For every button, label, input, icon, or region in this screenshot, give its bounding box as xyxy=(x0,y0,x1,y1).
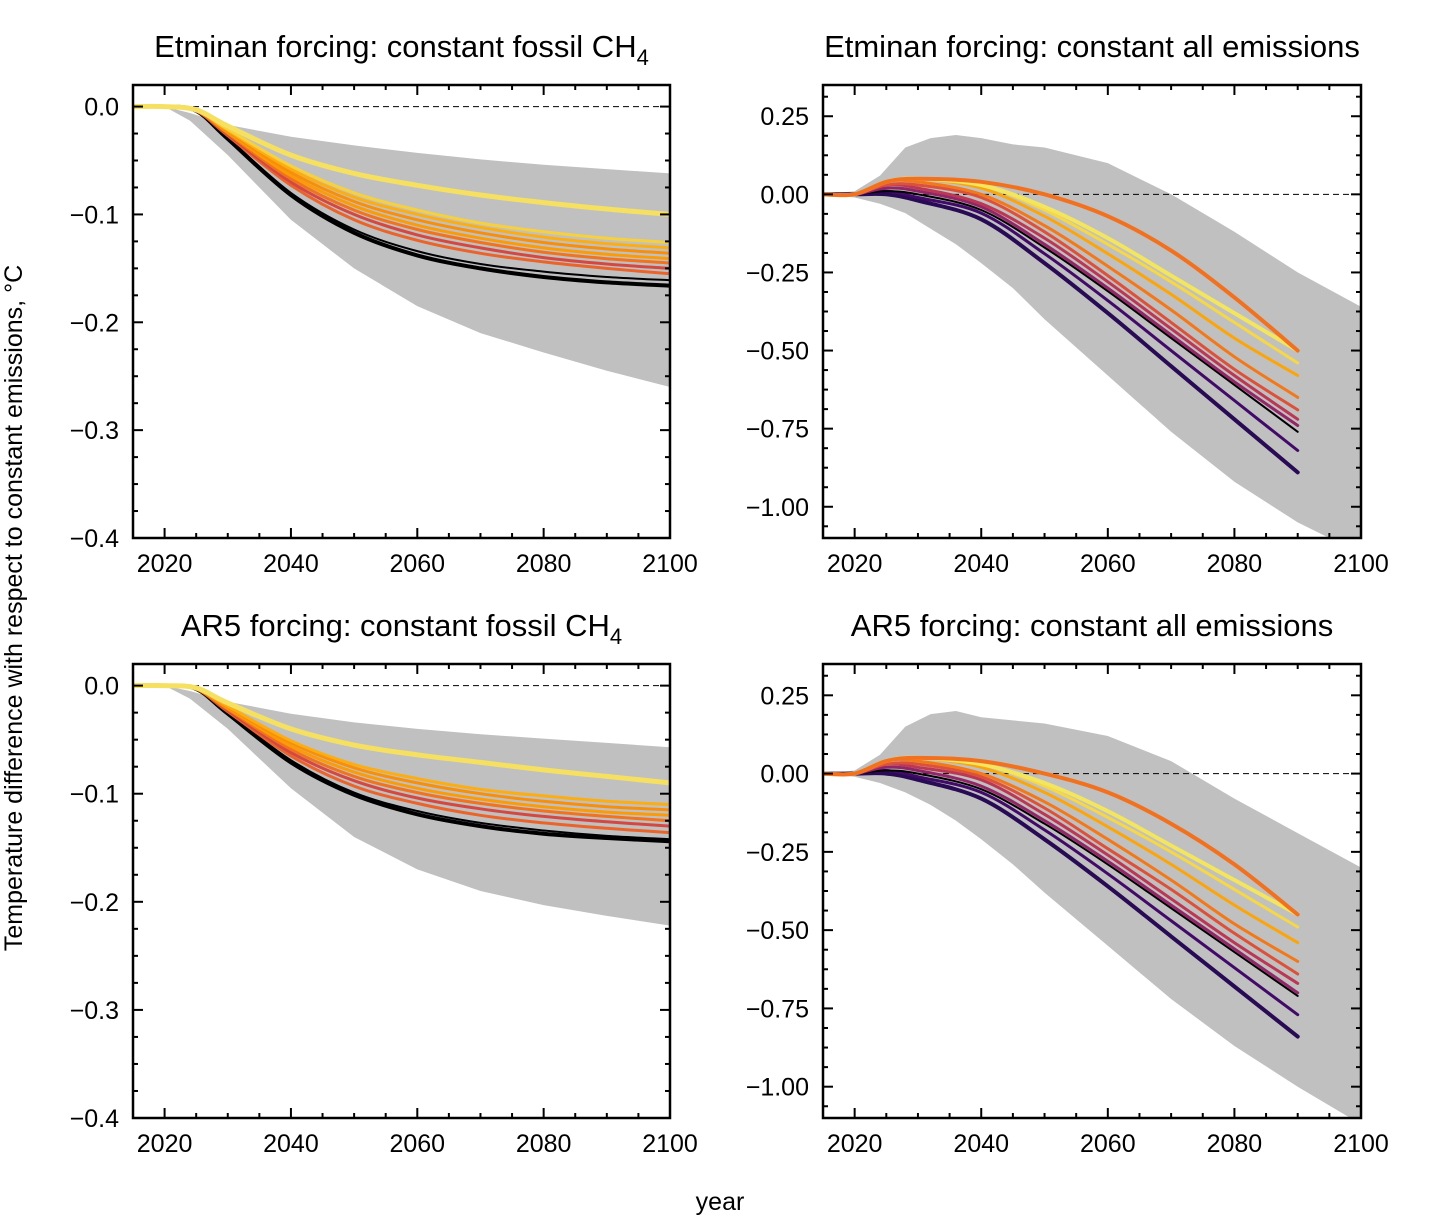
y-axis-label: Temperature difference with respect to c… xyxy=(0,265,28,951)
x-tick-label: 2040 xyxy=(263,1130,319,1158)
x-tick-label: 2100 xyxy=(642,550,698,578)
y-tick-label: −0.1 xyxy=(70,201,119,229)
x-tick-label: 2100 xyxy=(1333,550,1389,578)
y-tick-label: −0.75 xyxy=(746,995,809,1023)
chart-title: Etminan forcing: constant fossil CH4 xyxy=(154,29,649,70)
y-tick-label: 0.25 xyxy=(760,682,809,710)
x-tick-label: 2020 xyxy=(137,1130,193,1158)
series-line-11 xyxy=(823,176,1300,353)
series-line-9 xyxy=(133,682,670,786)
x-tick-label: 2020 xyxy=(137,550,193,578)
plot-area xyxy=(133,103,670,387)
x-tick-label: 2040 xyxy=(953,550,1009,578)
y-tick-label: −0.50 xyxy=(746,917,809,945)
y-tick-label: −1.00 xyxy=(746,1074,809,1102)
x-tick-label: 2080 xyxy=(516,550,572,578)
chart-title: AR5 forcing: constant all emissions xyxy=(851,608,1333,643)
plot-area xyxy=(823,135,1361,538)
x-tick-label: 2080 xyxy=(516,1130,572,1158)
plot-area xyxy=(823,711,1361,1118)
uncertainty-band xyxy=(823,711,1361,1118)
y-tick-label: 0.25 xyxy=(760,103,809,131)
y-tick-label: −0.4 xyxy=(70,1105,119,1133)
y-tick-label: −0.3 xyxy=(70,997,119,1025)
series-line-1 xyxy=(823,771,1300,1039)
x-tick-label: 2060 xyxy=(389,1130,445,1158)
x-tick-label: 2040 xyxy=(263,550,319,578)
plot-area xyxy=(133,682,670,926)
x-axis-label: year xyxy=(696,1188,745,1216)
y-tick-label: 0.00 xyxy=(760,181,809,209)
series-line-3 xyxy=(823,190,1299,433)
x-tick-label: 2080 xyxy=(1207,550,1263,578)
series-line-4 xyxy=(823,765,1300,995)
y-tick-label: −0.50 xyxy=(746,338,809,366)
x-tick-label: 2020 xyxy=(827,550,883,578)
chart-panel-4: 2020 2040 2060 2080 2100 0.25 0.00 −0.25 −0.50 −0… xyxy=(746,608,1389,1158)
chart-title: Etminan forcing: constant all emissions xyxy=(824,29,1360,64)
uncertainty-band xyxy=(823,135,1361,538)
chart-panel-1: 2020 2040 2060 2080 2100 0.0 −0.1 −0.2 −0.3 −0.4 E… xyxy=(70,29,698,578)
series-line-11 xyxy=(823,755,1300,917)
chart-panel-2: 2020 2040 2060 2080 2100 0.25 0.00 −0.25 −0.50 −0… xyxy=(746,29,1389,578)
y-tick-label: −1.00 xyxy=(746,494,809,522)
x-tick-label: 2080 xyxy=(1207,1130,1263,1158)
series-line-4 xyxy=(823,186,1300,427)
x-tick-label: 2060 xyxy=(1080,550,1136,578)
y-tick-label: 0.00 xyxy=(760,761,809,789)
y-tick-label: −0.25 xyxy=(746,839,809,867)
y-tick-label: −0.1 xyxy=(70,781,119,809)
axes-frame xyxy=(131,662,672,1120)
y-tick-label: −0.2 xyxy=(70,889,119,917)
y-tick-label: 0.0 xyxy=(84,94,119,122)
x-tick-label: 2060 xyxy=(1080,1130,1136,1158)
panels: 2020 2040 2060 2080 2100 0.0 −0.1 −0.2 −0.3 −0.4 E… xyxy=(70,29,1389,1158)
y-tick-label: −0.75 xyxy=(746,416,809,444)
series-line-3 xyxy=(823,769,1299,997)
series-line-1 xyxy=(823,191,1300,475)
series-line-10 xyxy=(133,103,670,217)
x-tick-label: 2040 xyxy=(953,1130,1009,1158)
y-tick-label: −0.2 xyxy=(70,309,119,337)
x-tick-label: 2060 xyxy=(389,550,445,578)
y-tick-label: 0.0 xyxy=(84,673,119,701)
chart-panel-3: 2020 2040 2060 2080 2100 0.0 −0.1 −0.2 −0.3 −0.4 A… xyxy=(70,608,698,1158)
y-tick-label: −0.3 xyxy=(70,417,119,445)
x-tick-label: 2100 xyxy=(1333,1130,1389,1158)
axes-frame xyxy=(131,83,672,540)
y-tick-label: −0.4 xyxy=(70,525,119,553)
x-tick-label: 2100 xyxy=(642,1130,698,1158)
y-tick-label: −0.25 xyxy=(746,259,809,287)
x-tick-label: 2020 xyxy=(827,1130,883,1158)
chart-title: AR5 forcing: constant fossil CH4 xyxy=(181,608,622,649)
